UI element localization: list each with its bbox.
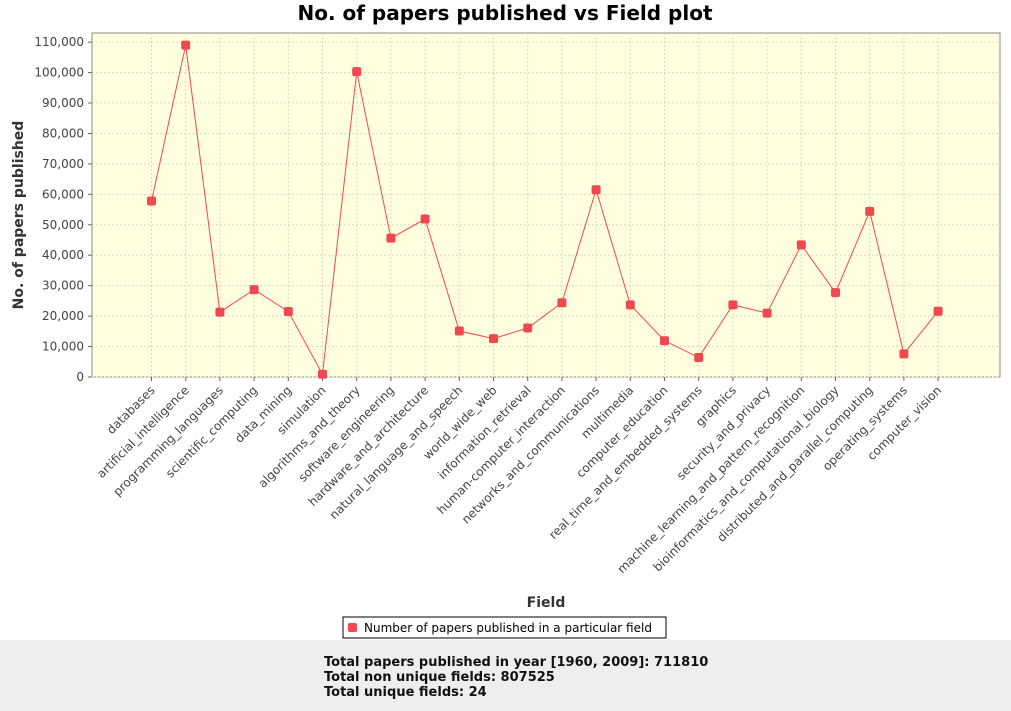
data-point xyxy=(694,353,704,363)
data-point xyxy=(147,196,156,206)
y-axis-title: No. of papers published xyxy=(11,121,27,310)
y-tick-label: 0 xyxy=(76,370,84,384)
y-tick-label: 90,000 xyxy=(42,96,84,110)
data-point xyxy=(899,349,909,359)
y-tick-label: 20,000 xyxy=(42,309,84,323)
plot-area xyxy=(91,32,1001,378)
y-axis: 0 10,000 20,000 30,000 40,000 50,000 60,000 70,… xyxy=(34,35,92,384)
y-tick-label: 60,000 xyxy=(42,187,84,201)
data-point xyxy=(283,307,293,317)
summary-text: Total papers published in year [1960, 20… xyxy=(324,655,708,700)
data-point xyxy=(660,336,669,346)
legend: Number of papers published in a particul… xyxy=(342,616,667,639)
data-point xyxy=(728,300,738,310)
y-tick-label: 10,000 xyxy=(42,340,84,354)
y-tick-label: 100,000 xyxy=(34,66,84,80)
data-point xyxy=(762,308,772,318)
data-point xyxy=(557,298,567,308)
data-point xyxy=(454,326,464,336)
grid-lines xyxy=(92,33,1000,378)
data-point xyxy=(249,285,259,295)
y-tick-label: 70,000 xyxy=(42,157,84,171)
non-unique-fields-text: Total non unique fields: 807525 xyxy=(324,670,555,685)
data-point xyxy=(386,233,396,243)
series-line xyxy=(151,45,939,376)
chart-title: No. of papers published vs Field plot xyxy=(297,1,712,25)
data-point xyxy=(865,206,875,216)
y-tick-label: 50,000 xyxy=(42,218,84,232)
data-point xyxy=(215,307,225,317)
line-chart: No. of papers published vs Field plot 0 1… xyxy=(11,1,1001,639)
legend-marker xyxy=(348,623,357,632)
data-point xyxy=(523,323,533,333)
data-point xyxy=(489,334,498,344)
total-papers-text: Total papers published in year [1960, 20… xyxy=(324,655,709,670)
data-points xyxy=(147,40,943,379)
legend-label: Number of papers published in a particul… xyxy=(364,621,652,635)
legend-box xyxy=(342,616,667,639)
unique-fields-text: Total unique fields: 24 xyxy=(324,685,487,700)
summary-footer: Total papers published in year [1960, 20… xyxy=(0,640,1011,711)
data-point xyxy=(831,288,840,298)
data-point xyxy=(352,67,362,77)
x-axis-title: Field xyxy=(527,595,566,611)
x-axis: databasesartificial_intelligenceprogramm… xyxy=(94,377,944,576)
y-tick-label: 40,000 xyxy=(42,248,84,262)
y-tick-label: 110,000 xyxy=(34,35,84,49)
data-point xyxy=(591,185,601,195)
data-point xyxy=(625,300,635,310)
data-point xyxy=(318,369,327,379)
data-point xyxy=(181,40,191,50)
data-point xyxy=(796,240,806,250)
y-tick-label: 30,000 xyxy=(42,279,84,293)
y-tick-label: 80,000 xyxy=(42,126,84,140)
data-point xyxy=(420,214,430,224)
data-point xyxy=(933,306,943,316)
